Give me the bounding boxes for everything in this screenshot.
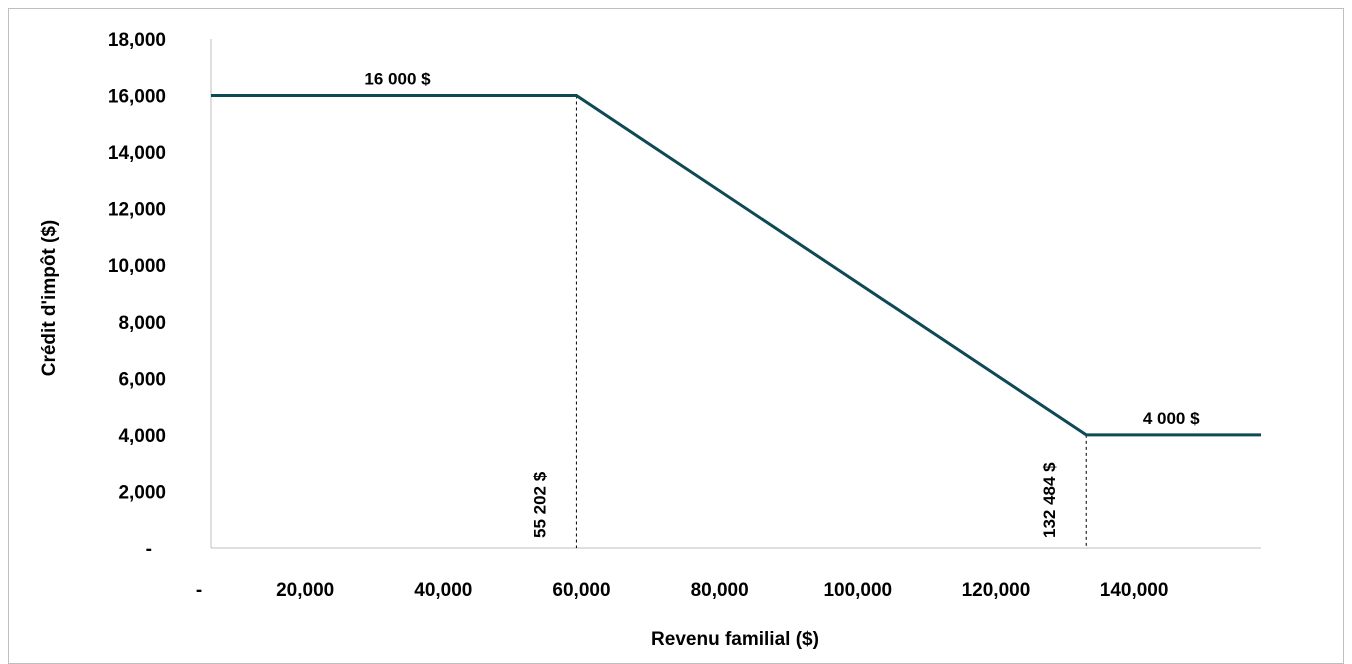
reference-line-label: 55 202 $: [530, 471, 549, 538]
x-tick-label: 20,000: [276, 580, 334, 601]
series-group: [211, 94, 1261, 437]
y-tick-label: 4,000: [118, 426, 166, 447]
y-tick-label: -: [146, 539, 152, 560]
y-tick-label: 8,000: [118, 313, 166, 334]
y-axis-ticks: - 2,000 4,000 6,000 8,000 10,000 12,000 14,000 1…: [108, 30, 166, 560]
y-tick-label: 18,000: [108, 30, 166, 51]
chart-frame: [8, 8, 1344, 664]
x-tick-label: 100,000: [823, 580, 892, 601]
value-annotation: 16 000 $: [364, 70, 431, 89]
y-tick-label: 2,000: [118, 482, 166, 503]
x-axis-title: Revenu familial ($): [651, 629, 819, 650]
x-tick-label: 120,000: [962, 580, 1031, 601]
y-tick-label: 16,000: [108, 87, 166, 108]
y-axis-title: Crédit d'impôt ($): [39, 220, 60, 377]
x-tick-label: 80,000: [691, 580, 749, 601]
x-axis-ticks: - 20,000 40,000 60,000 80,000 100,000 120,000 1…: [196, 580, 1169, 601]
y-tick-label: 14,000: [108, 143, 166, 164]
x-tick-label: -: [196, 580, 202, 601]
y-tick-label: 10,000: [108, 256, 166, 277]
reference-lines: 55 202 $ 132 484 $: [530, 95, 1087, 548]
series-line: [211, 94, 1261, 437]
value-annotation: 4 000 $: [1143, 409, 1200, 428]
x-tick-label: 60,000: [552, 580, 610, 601]
reference-line-label: 132 484 $: [1040, 462, 1059, 538]
y-tick-label: 12,000: [108, 200, 166, 221]
y-tick-label: 6,000: [118, 369, 166, 390]
annotations: 16 000 $ 4 000 $: [364, 70, 1200, 428]
x-tick-label: 140,000: [1100, 580, 1169, 601]
x-tick-label: 40,000: [414, 580, 472, 601]
